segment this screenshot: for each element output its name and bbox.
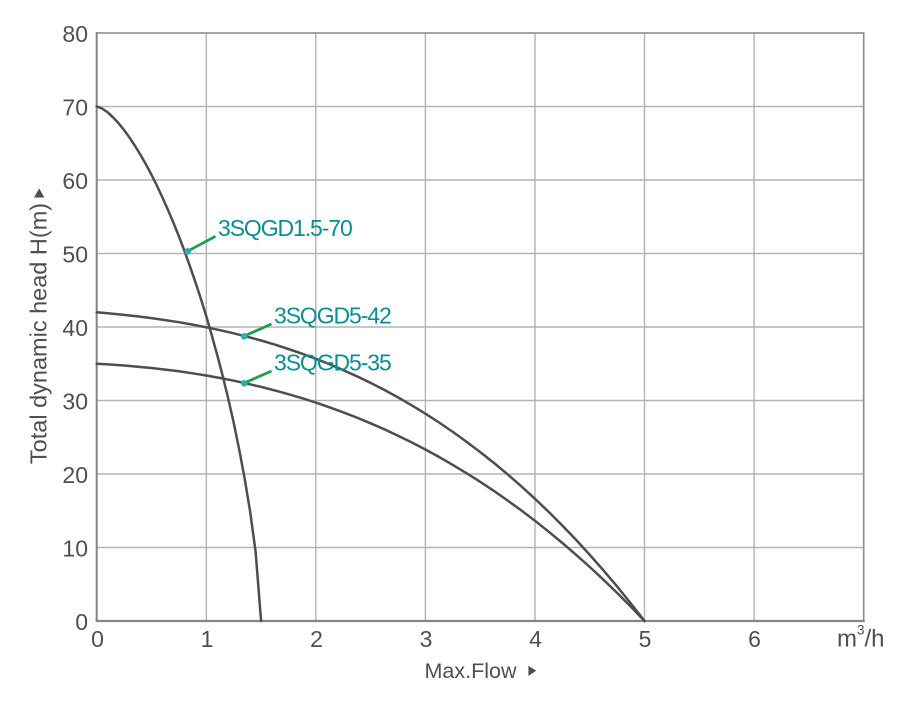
svg-text:80: 80: [62, 21, 88, 47]
svg-text:3SQGD5-35: 3SQGD5-35: [274, 350, 391, 376]
svg-text:40: 40: [62, 315, 88, 341]
svg-text:70: 70: [62, 95, 88, 121]
svg-text:Total dynamic head H(m): Total dynamic head H(m): [26, 203, 52, 464]
svg-text:0: 0: [75, 609, 88, 635]
svg-text:2: 2: [310, 626, 323, 652]
svg-text:Max.Flow: Max.Flow: [425, 659, 517, 683]
svg-text:10: 10: [62, 536, 88, 562]
svg-text:20: 20: [62, 462, 88, 488]
svg-text:3SQGD1.5-70: 3SQGD1.5-70: [218, 215, 352, 241]
svg-text:5: 5: [639, 626, 652, 652]
svg-text:0: 0: [91, 626, 104, 652]
svg-text:30: 30: [62, 389, 88, 415]
svg-text:3: 3: [420, 626, 433, 652]
svg-text:6: 6: [748, 626, 761, 652]
svg-text:1: 1: [201, 626, 214, 652]
svg-text:60: 60: [62, 168, 88, 194]
svg-text:50: 50: [62, 242, 88, 268]
svg-text:3SQGD5-42: 3SQGD5-42: [274, 303, 391, 329]
svg-text:4: 4: [529, 626, 542, 652]
